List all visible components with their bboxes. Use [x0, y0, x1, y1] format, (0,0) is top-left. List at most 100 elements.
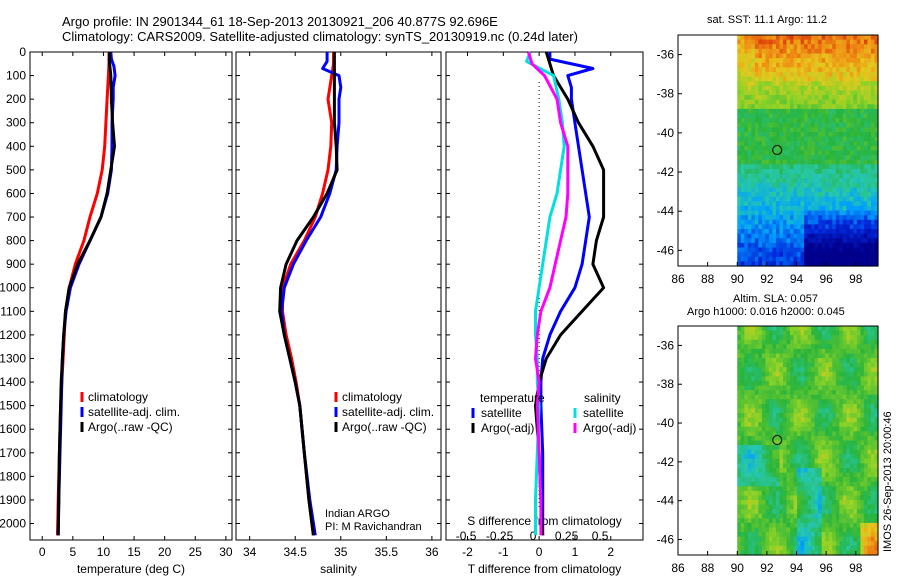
diff-legend-label: satellite — [481, 406, 522, 420]
diff-xlabel: T difference from climatology — [468, 562, 622, 576]
sdiff-tick-label: 0 — [530, 529, 537, 543]
depth-tick-label: 900 — [6, 257, 26, 271]
sla-map-xtick-label: 92 — [760, 561, 774, 575]
sla-map-ytick-label: -38 — [657, 377, 675, 391]
sla-map-xtick-label: 98 — [849, 561, 863, 575]
sst-map-xtick-label: 90 — [731, 272, 745, 286]
sst-map-xtick-label: 94 — [790, 272, 804, 286]
temp-xtick-label: 15 — [127, 545, 141, 559]
sla-map-xtick-label: 86 — [671, 561, 685, 575]
temp-xtick-label: 5 — [70, 545, 77, 559]
diff-xtick-label: -2 — [462, 545, 473, 559]
depth-tick-label: 1600 — [0, 422, 26, 436]
depth-tick-label: 1400 — [0, 375, 26, 389]
diff-axes-frame — [445, 51, 644, 541]
sla-map-xtick-label: 94 — [790, 561, 804, 575]
depth-tick-label: 200 — [6, 92, 26, 106]
sla-map-xtick-label: 96 — [819, 561, 833, 575]
sla-map-ytick-label: -46 — [657, 532, 675, 546]
diff-xtick-label: -1 — [498, 545, 509, 559]
diff-legend-label: Argo(-adj) — [583, 421, 636, 435]
sal-series-line — [278, 52, 339, 536]
diff-legend-title: temperature — [480, 391, 545, 405]
temp-axes-frame — [29, 51, 233, 541]
sdiff-tick-label: 0.25 — [555, 529, 579, 543]
sst-map-heatmap — [737, 35, 879, 267]
diff-xtick-label: 1 — [572, 545, 579, 559]
sla-map-frame — [677, 325, 879, 556]
temp-series-line — [56, 52, 116, 536]
temp-legend-label: satellite-adj. clim. — [88, 405, 180, 419]
depth-tick-label: 1500 — [0, 399, 26, 413]
diff-xtick-label: 2 — [607, 545, 614, 559]
depth-tick-label: 0 — [19, 45, 26, 59]
depth-tick-label: 1200 — [0, 328, 26, 342]
sla-map-subtitle: Argo h1000: 0.016 h2000: 0.045 — [687, 306, 845, 318]
depth-tick-label: 1100 — [0, 304, 26, 318]
sal-xlabel: salinity — [320, 562, 357, 576]
sdiff-xlabel: S difference from climatology — [467, 514, 622, 528]
sal-xtick-label: 34 — [243, 545, 257, 559]
depth-tick-label: 700 — [6, 210, 26, 224]
depth-tick-label: 600 — [6, 186, 26, 200]
sst-map-xtick-label: 98 — [849, 272, 863, 286]
sla-map-xtick-label: 90 — [731, 561, 745, 575]
depth-tick-label: 2000 — [0, 516, 26, 530]
depth-tick-label: 1800 — [0, 469, 26, 483]
sst-map-xtick-label: 88 — [701, 272, 715, 286]
temp-series-line — [56, 52, 111, 536]
sal-legend-label: climatology — [342, 390, 402, 404]
depth-tick-label: 100 — [6, 69, 26, 83]
temp-legend-label: climatology — [88, 390, 148, 404]
depth-tick-label: 300 — [6, 116, 26, 130]
sdiff-tick-label: -0.5 — [456, 529, 477, 543]
salinity-annotation-line2: PI: M Ravichandran — [325, 521, 422, 533]
sal-xtick-label: 36 — [425, 545, 439, 559]
figure-title-line1: Argo profile: IN 2901344_61 18-Sep-2013 … — [62, 14, 498, 29]
sal-xtick-label: 35 — [334, 545, 348, 559]
diff-series-line — [526, 51, 570, 536]
sdiff-tick-label: -0.25 — [486, 529, 514, 543]
timestamp-watermark: IMOS 26-Sep-2013 20:00:46 — [882, 411, 894, 552]
depth-tick-label: 1000 — [0, 281, 26, 295]
depth-tick-label: 500 — [6, 163, 26, 177]
diff-legend-label: Argo(-adj) — [481, 421, 534, 435]
diff-series-line — [525, 51, 566, 536]
sst-map-ytick-label: -44 — [657, 204, 675, 218]
sst-map-ytick-label: -46 — [657, 243, 675, 257]
sst-map-ytick-label: -38 — [657, 87, 675, 101]
sdiff-tick-label: 0.5 — [592, 529, 609, 543]
sal-axes-frame — [235, 51, 442, 541]
sst-map-xtick-label: 96 — [819, 272, 833, 286]
sal-legend-label: satellite-adj. clim. — [342, 405, 434, 419]
figure-title-line2: Climatology: CARS2009. Satellite-adjuste… — [62, 29, 578, 44]
depth-tick-label: 1900 — [0, 493, 26, 507]
sla-argo-position-marker — [772, 435, 783, 446]
sst-map-xtick-label: 92 — [760, 272, 774, 286]
sal-xtick-label: 34.5 — [284, 545, 308, 559]
sla-map-heatmap — [737, 326, 879, 556]
sst-argo-position-marker — [772, 145, 783, 156]
sst-map-xtick-label: 86 — [671, 272, 685, 286]
diff-legend-title: salinity — [584, 391, 621, 405]
sla-map-xtick-label: 88 — [701, 561, 715, 575]
sla-map-title: Altim. SLA: 0.057 — [733, 293, 818, 305]
sst-map-frame — [677, 34, 879, 267]
diff-series-line — [539, 52, 595, 536]
sst-map-ytick-label: -36 — [657, 48, 675, 62]
temp-xtick-label: 30 — [219, 545, 233, 559]
sla-map-ytick-label: -36 — [657, 338, 675, 352]
temp-xtick-label: 20 — [158, 545, 172, 559]
sla-map-ytick-label: -44 — [657, 494, 675, 508]
sla-map-ytick-label: -42 — [657, 455, 675, 469]
depth-tick-label: 1700 — [0, 446, 26, 460]
salinity-annotation-line1: Indian ARGO — [325, 508, 390, 520]
depth-tick-label: 400 — [6, 139, 26, 153]
sal-legend-label: Argo(..raw -QC) — [342, 420, 427, 434]
sst-map-title: sat. SST: 11.1 Argo: 11.2 — [707, 14, 828, 26]
sst-map-ytick-label: -40 — [657, 126, 675, 140]
sal-series-line — [281, 52, 335, 536]
diff-xtick-label: 0 — [536, 545, 543, 559]
temp-xlabel: temperature (deg C) — [77, 562, 185, 576]
